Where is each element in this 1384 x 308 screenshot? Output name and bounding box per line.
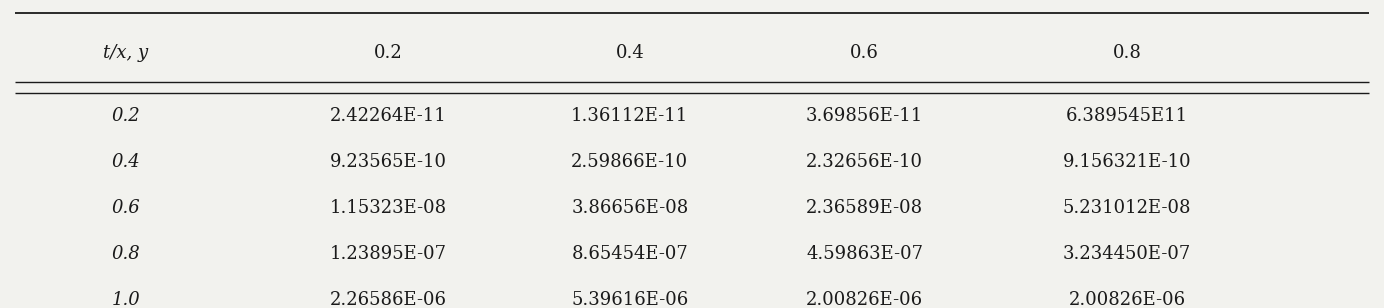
Text: 3.86656E-08: 3.86656E-08 <box>572 199 688 217</box>
Text: 3.69856E-11: 3.69856E-11 <box>805 107 923 125</box>
Text: 2.00826E-06: 2.00826E-06 <box>1068 290 1186 308</box>
Text: 5.231012E-08: 5.231012E-08 <box>1063 199 1192 217</box>
Text: 5.39616E-06: 5.39616E-06 <box>572 290 688 308</box>
Text: 0.8: 0.8 <box>1113 44 1142 62</box>
Text: 2.00826E-06: 2.00826E-06 <box>805 290 923 308</box>
Text: 8.65454E-07: 8.65454E-07 <box>572 245 688 263</box>
Text: 3.234450E-07: 3.234450E-07 <box>1063 245 1192 263</box>
Text: 2.42264E-11: 2.42264E-11 <box>329 107 447 125</box>
Text: 2.36589E-08: 2.36589E-08 <box>805 199 923 217</box>
Text: 2.59866E-10: 2.59866E-10 <box>572 153 688 171</box>
Text: 9.23565E-10: 9.23565E-10 <box>329 153 447 171</box>
Text: 0.8: 0.8 <box>111 245 140 263</box>
Text: 2.26586E-06: 2.26586E-06 <box>329 290 447 308</box>
Text: 1.0: 1.0 <box>111 290 140 308</box>
Text: 0.2: 0.2 <box>374 44 403 62</box>
Text: 9.156321E-10: 9.156321E-10 <box>1063 153 1192 171</box>
Text: 1.15323E-08: 1.15323E-08 <box>329 199 447 217</box>
Text: 4.59863E-07: 4.59863E-07 <box>805 245 923 263</box>
Text: 0.2: 0.2 <box>111 107 140 125</box>
Text: 0.4: 0.4 <box>111 153 140 171</box>
Text: 1.23895E-07: 1.23895E-07 <box>329 245 447 263</box>
Text: 0.4: 0.4 <box>616 44 644 62</box>
Text: t/x, y: t/x, y <box>104 44 148 62</box>
Text: 2.32656E-10: 2.32656E-10 <box>805 153 923 171</box>
Text: 0.6: 0.6 <box>850 44 879 62</box>
Text: 1.36112E-11: 1.36112E-11 <box>572 107 688 125</box>
Text: 6.389545E11: 6.389545E11 <box>1066 107 1187 125</box>
Text: 0.6: 0.6 <box>111 199 140 217</box>
